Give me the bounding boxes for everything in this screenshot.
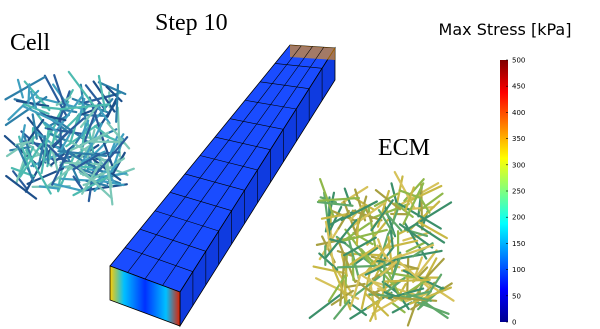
fiber xyxy=(5,77,45,99)
colorbar-tick-label: 400 xyxy=(512,109,525,117)
colorbar-tick-label: 200 xyxy=(512,214,525,222)
fiber xyxy=(384,262,385,287)
colorbar-tick-label: 0 xyxy=(512,319,516,327)
fiber xyxy=(353,258,354,281)
fiber xyxy=(28,84,29,103)
fiber xyxy=(357,219,358,244)
beam-grid xyxy=(163,47,324,285)
colorbar-title: Max Stress [kPa] xyxy=(439,20,572,39)
fiber xyxy=(345,189,351,205)
fiber xyxy=(43,107,63,109)
fiber xyxy=(18,80,23,98)
cell-label: Cell xyxy=(10,30,50,56)
colorbar-tick-label: 350 xyxy=(512,135,525,143)
step-label: Step 10 xyxy=(155,10,228,36)
colorbar-tick-label: 150 xyxy=(512,240,525,248)
ecm-label: ECM xyxy=(378,135,430,161)
beam xyxy=(110,45,335,326)
colorbar-tick-label: 250 xyxy=(512,188,525,196)
colorbar-tick-label: 300 xyxy=(512,161,525,169)
colorbar-tick-label: 450 xyxy=(512,83,525,91)
colorbar-ticks: 0 50 100 150 200 250 300 350 400 450 500 xyxy=(506,57,525,327)
colorbar-tick-label: 50 xyxy=(512,292,521,300)
colorbar-tick-label: 500 xyxy=(512,57,525,65)
fiber xyxy=(69,72,94,105)
colorbar-tick-label: 100 xyxy=(512,266,525,274)
figure: Cell Step 10 ECM Max Stress [kPa] 0 50 100… xyxy=(0,0,600,329)
fiber xyxy=(334,300,349,318)
